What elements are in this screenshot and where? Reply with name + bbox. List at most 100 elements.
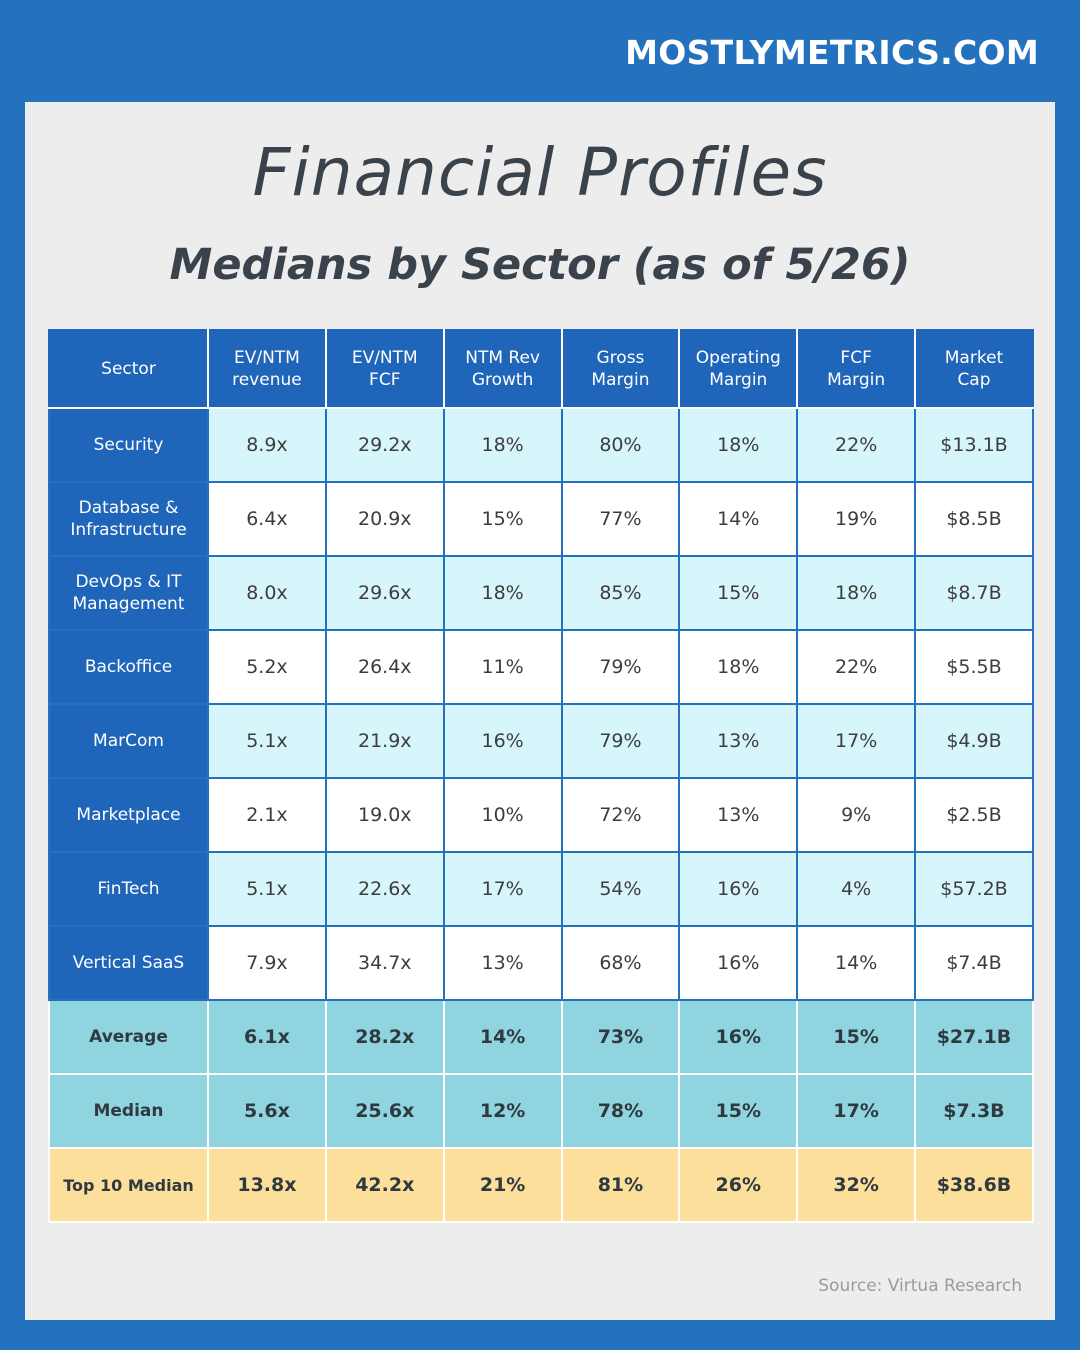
table-header: Sector EV/NTM revenue EV/NTM FCF NTM Rev… [48, 329, 1034, 409]
value-cell: 18% [678, 629, 799, 705]
summary-value-cell: 6.1x [207, 999, 327, 1075]
value-cell: 29.2x [324, 407, 445, 483]
header-line: Gross [596, 348, 645, 368]
value-cell: 22% [796, 629, 917, 705]
header-row: Sector EV/NTM revenue EV/NTM FCF NTM Rev… [48, 329, 1034, 409]
value-cell: 77% [560, 481, 681, 557]
table-body: Security 8.9x 29.2x 18% 80% 18% 22% $13.1B Datab… [48, 407, 1034, 1223]
sector-label: DevOps & IT [75, 572, 182, 592]
summary-value-cell: 73% [560, 999, 681, 1075]
sector-cell: MarCom [48, 703, 209, 779]
value-cell: 34.7x [324, 925, 445, 1001]
header-line: revenue [232, 370, 302, 390]
value-cell: 8.9x [207, 407, 327, 483]
summary-value-cell: 15% [796, 999, 917, 1075]
sector-cell: Marketplace [48, 777, 209, 853]
summary-value-cell: 28.2x [324, 999, 445, 1075]
top10-value-cell: 81% [560, 1147, 681, 1223]
value-cell: 17% [442, 851, 563, 927]
header-operating-margin: Operating Margin [678, 329, 799, 409]
value-cell: $8.5B [914, 481, 1034, 557]
value-cell: 15% [442, 481, 563, 557]
value-cell: 18% [442, 407, 563, 483]
table-row: FinTech 5.1x 22.6x 17% 54% 16% 4% $57.2B [48, 851, 1034, 927]
value-cell: 18% [796, 555, 917, 631]
header-line: Cap [957, 370, 991, 390]
value-cell: 22.6x [324, 851, 445, 927]
top10-value-cell: 21% [442, 1147, 563, 1223]
value-cell: 5.2x [207, 629, 327, 705]
value-cell: 72% [560, 777, 681, 853]
table-row: Database & Infrastructure 6.4x 20.9x 15% 77% 1… [48, 481, 1034, 557]
value-cell: 10% [442, 777, 563, 853]
header-line: Margin [591, 370, 650, 390]
summary-value-cell: 14% [442, 999, 563, 1075]
header-line: FCF [840, 348, 872, 368]
header-fcf-margin: FCF Margin [796, 329, 917, 409]
summary-label: Average [48, 999, 209, 1075]
value-cell: 13% [678, 777, 799, 853]
page-title: Financial Profiles [252, 134, 828, 211]
value-cell: 13% [442, 925, 563, 1001]
table-row: DevOps & IT Management 8.0x 29.6x 18% 85% 15% 1… [48, 555, 1034, 631]
value-cell: $57.2B [914, 851, 1034, 927]
value-cell: 68% [560, 925, 681, 1001]
summary-row: Average 6.1x 28.2x 14% 73% 16% 15% $27.1B [48, 999, 1034, 1075]
value-cell: $2.5B [914, 777, 1034, 853]
value-cell: 2.1x [207, 777, 327, 853]
header-ev-ntm-revenue: EV/NTM revenue [207, 329, 327, 409]
sector-label: Vertical SaaS [72, 953, 185, 973]
value-cell: 7.9x [207, 925, 327, 1001]
header-ev-ntm-fcf: EV/NTM FCF [324, 329, 445, 409]
value-cell: 14% [796, 925, 917, 1001]
sector-label: Database & [78, 498, 179, 518]
value-cell: 8.0x [207, 555, 327, 631]
summary-value-cell: 15% [678, 1073, 799, 1149]
value-cell: 19.0x [324, 777, 445, 853]
sector-cell: Security [48, 407, 209, 483]
summary-value-cell: 5.6x [207, 1073, 327, 1149]
value-cell: 15% [678, 555, 799, 631]
sector-cell: DevOps & IT Management [48, 555, 209, 631]
header-line: NTM Rev [465, 348, 540, 368]
header-line: FCF [369, 370, 401, 390]
value-cell: 11% [442, 629, 563, 705]
value-cell: 16% [678, 851, 799, 927]
value-cell: 22% [796, 407, 917, 483]
value-cell: 17% [796, 703, 917, 779]
brand-logo-text: MOSTLYMETRICS.COM [625, 33, 1039, 72]
value-cell: 5.1x [207, 703, 327, 779]
header-line: Margin [827, 370, 886, 390]
top10-value-cell: 32% [796, 1147, 917, 1223]
top10-value-cell: 26% [678, 1147, 799, 1223]
header-line: Growth [471, 370, 534, 390]
value-cell: 79% [560, 629, 681, 705]
header-ntm-rev-growth: NTM Rev Growth [442, 329, 563, 409]
value-cell: 5.1x [207, 851, 327, 927]
value-cell: 20.9x [324, 481, 445, 557]
top10-label: Top 10 Median [48, 1147, 209, 1223]
sector-label: FinTech [97, 879, 160, 899]
sector-label: Marketplace [76, 805, 181, 825]
summary-value-cell: 78% [560, 1073, 681, 1149]
sector-cell: Vertical SaaS [48, 925, 209, 1001]
summary-value-cell: 25.6x [324, 1073, 445, 1149]
value-cell: 80% [560, 407, 681, 483]
top10-value-cell: 13.8x [207, 1147, 327, 1223]
value-cell: 13% [678, 703, 799, 779]
value-cell: 16% [442, 703, 563, 779]
value-cell: 14% [678, 481, 799, 557]
summary-value-cell: 17% [796, 1073, 917, 1149]
table-row: Vertical SaaS 7.9x 34.7x 13% 68% 16% 14% $7.4B [48, 925, 1034, 1001]
summary-label: Median [48, 1073, 209, 1149]
sector-cell: Database & Infrastructure [48, 481, 209, 557]
top10-row: Top 10 Median 13.8x 42.2x 21% 81% 26% 32% $38.6… [48, 1147, 1034, 1223]
value-cell: 6.4x [207, 481, 327, 557]
table-row: Backoffice 5.2x 26.4x 11% 79% 18% 22% $5.5B [48, 629, 1034, 705]
sector-label: Management [72, 594, 185, 614]
table-row: Marketplace 2.1x 19.0x 10% 72% 13% 9% $2.5B [48, 777, 1034, 853]
summary-value-cell: 12% [442, 1073, 563, 1149]
summary-row: Median 5.6x 25.6x 12% 78% 15% 17% $7.3B [48, 1073, 1034, 1149]
sector-label: Infrastructure [70, 520, 187, 540]
summary-value-cell: $7.3B [914, 1073, 1034, 1149]
